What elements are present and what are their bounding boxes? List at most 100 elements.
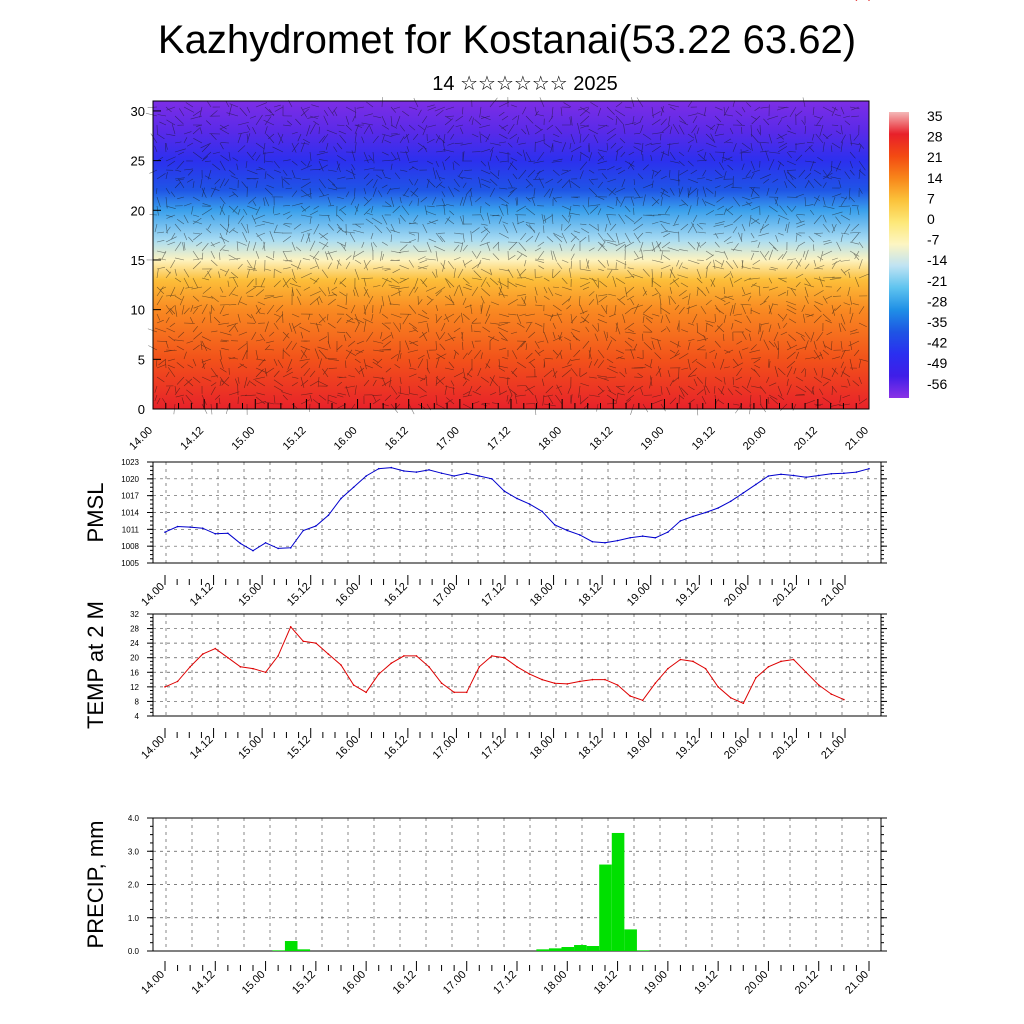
wind-barb [240,394,248,397]
wind-barb [515,394,527,397]
wind-barb [336,124,345,126]
wind-barb [498,216,503,225]
wind-barb [434,245,446,252]
wind-barb [716,325,725,333]
wind-barb [390,163,393,171]
wind-barb [323,115,329,126]
wind-barb [752,259,761,265]
wind-barb [777,160,785,167]
wind-barb [461,176,473,180]
wind-barb [714,123,720,135]
wind-barb [323,110,329,117]
wind-barb [849,160,853,169]
wind-barb [516,114,520,126]
colorbar-label: -21 [927,273,947,289]
wind-barb [232,205,239,213]
wind-barb [723,376,726,385]
wind-barb [606,259,609,267]
wind-barb [669,295,677,305]
wind-barb [609,365,617,369]
wind-barb [318,349,327,359]
wind-barb [210,241,215,248]
wind-barb [723,106,726,115]
wind-barb [201,187,207,198]
wind-barb [732,358,739,366]
wind-barb [183,203,192,207]
wind-barb [413,214,419,222]
wind-barb [802,250,806,258]
wind-barb [417,265,429,270]
wind-barb [543,295,550,300]
wind-barb [408,232,415,236]
wind-barb [594,333,599,342]
wind-barb [169,322,176,328]
wind-barb [246,177,257,180]
wind-barb [610,336,617,342]
wind-barb [705,124,714,130]
wind-barb [696,376,703,384]
wind-barb [426,178,436,188]
wind-barb [275,313,284,323]
wind-barb [460,127,464,135]
wind-barb [688,367,698,377]
wind-barb [471,401,480,405]
wind-barb [372,349,384,352]
wind-barb [492,253,500,261]
wind-barb [167,364,176,369]
wind-barb [759,394,762,406]
wind-barb [381,253,385,261]
wind-barb [181,304,185,315]
wind-barb [156,376,165,383]
wind-barb [253,376,266,380]
wind-barb [751,115,761,125]
wind-barb [705,376,707,387]
wind-barb [561,179,570,189]
pmsl-point [780,473,782,476]
wind-barb [263,119,275,126]
wind-barb [804,160,816,163]
wind-barb [363,320,367,333]
wind-barb [435,313,438,322]
wind-barb [200,142,212,149]
temp-x-tick-label: 14.00 [139,734,167,762]
wind-barb [449,210,455,216]
wind-barb [447,333,455,342]
wind-barb [588,204,601,207]
wind-barb [427,106,437,111]
wind-barb [498,322,511,324]
wind-barb [390,286,399,289]
wind-barb [826,331,833,336]
wind-barb [714,213,724,216]
wind-barb [725,141,734,144]
wind-barb [619,138,626,144]
wind-barb [687,374,697,378]
wind-barb [262,221,275,225]
wind-barb [489,376,498,387]
wind-barb [322,241,329,250]
wind-barb [750,217,761,225]
wind-barb [633,121,641,126]
wind-barb [363,124,370,135]
wind-barb [351,168,356,180]
wind-barb [399,151,409,153]
wind-barb [617,385,626,388]
wind-barb [624,307,633,315]
wind-barb [170,191,176,198]
wind-barb [778,142,788,148]
temp-point [553,682,556,685]
wind-barb [748,214,752,227]
wind-barb [534,110,539,117]
temp-point [377,673,380,675]
wind-barb [327,331,329,344]
wind-barb [435,340,437,351]
temp-point [239,666,242,668]
wind-barb [446,218,455,225]
wind-barb [410,393,419,396]
wind-barb [498,196,509,204]
wind-barb [620,196,626,207]
wind-barb [668,295,671,306]
wind-barb [678,306,685,315]
wind-barb [818,276,824,288]
wind-barb [372,394,383,396]
wind-barb [832,259,842,265]
